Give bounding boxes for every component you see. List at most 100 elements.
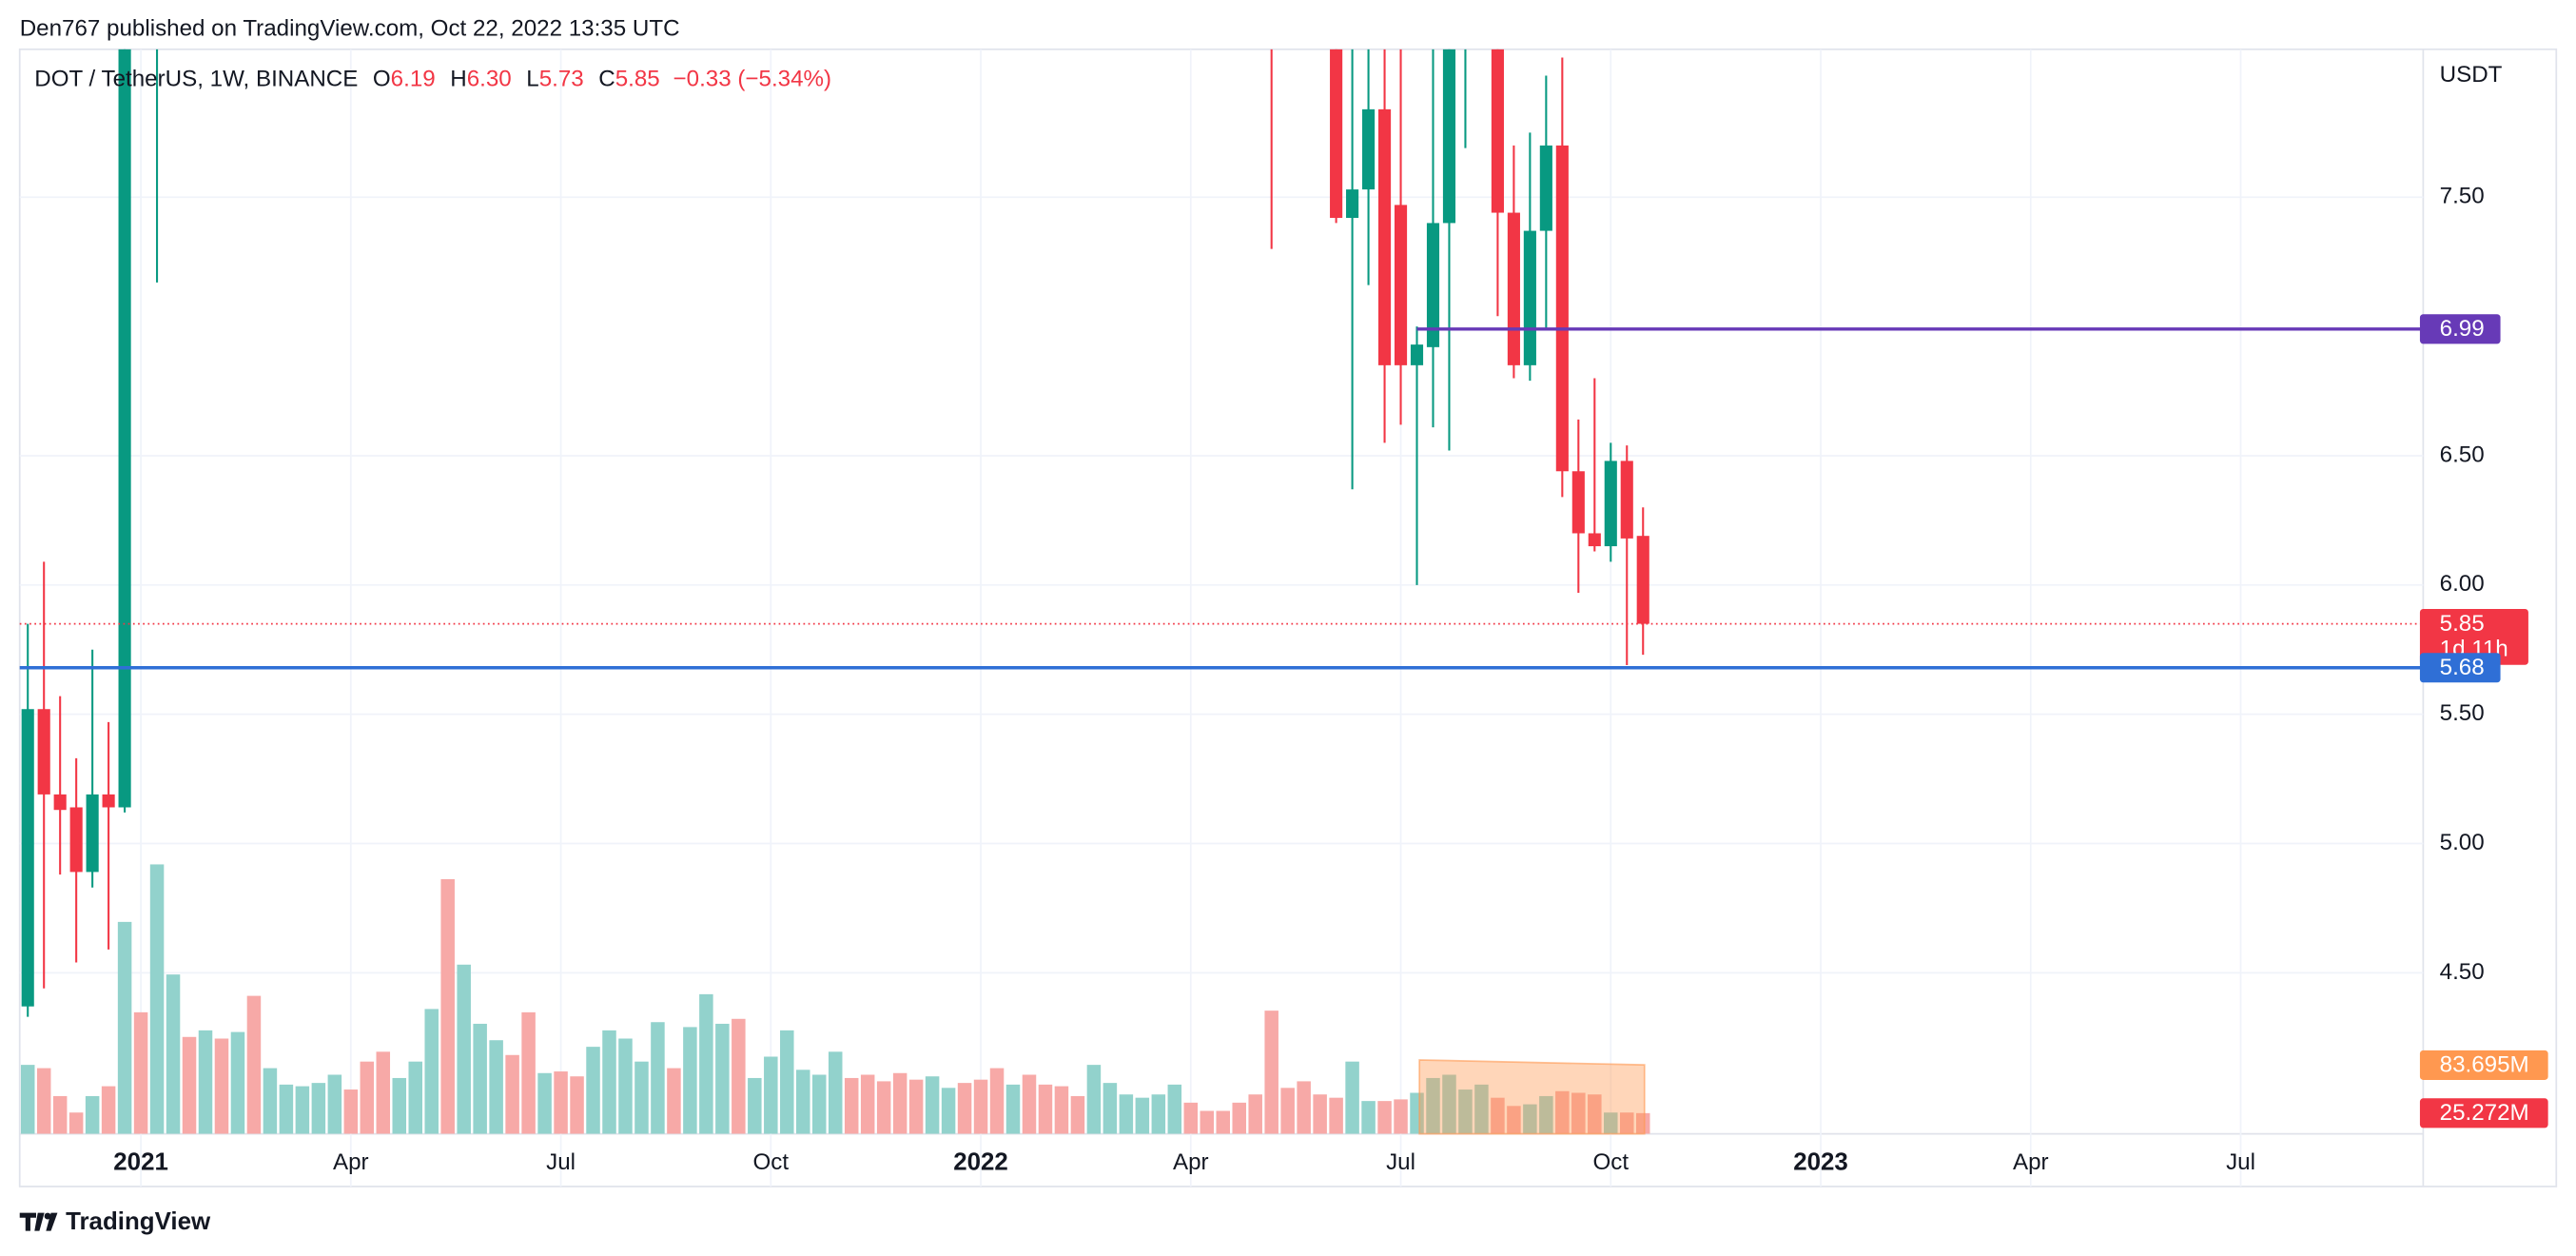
axis-unit: USDT (2440, 62, 2503, 88)
volume-bar (941, 1088, 956, 1134)
volume-bar (457, 964, 471, 1134)
volume-bar (860, 1074, 875, 1134)
candle-body (1620, 461, 1633, 539)
volume-bar (892, 1072, 907, 1134)
volume-bar (1571, 1092, 1586, 1134)
candle-body (1523, 230, 1536, 365)
volume-label: 83.695M (2440, 1052, 2529, 1078)
volume-bar (295, 1086, 310, 1134)
volume-bar (166, 974, 181, 1134)
volume-bar (52, 1095, 68, 1134)
volume-bar (1119, 1094, 1134, 1134)
candle-body (1507, 212, 1520, 365)
volume-bar (1442, 1074, 1456, 1134)
volume-bar (1200, 1110, 1215, 1134)
y-tick-label: 5.00 (2440, 830, 2485, 855)
volume-bar (1588, 1094, 1602, 1134)
volume-bar (1313, 1094, 1327, 1134)
grid (19, 49, 2424, 1187)
volume-bar (925, 1076, 940, 1134)
volume-bar (1022, 1074, 1037, 1134)
volume-bar (602, 1030, 616, 1134)
volume-bar (1135, 1097, 1150, 1134)
candle-body (69, 807, 83, 873)
volume-bar (1297, 1081, 1311, 1134)
x-tick-label: 2021 (113, 1149, 168, 1176)
volume-bar (327, 1074, 342, 1134)
candle-body (1377, 108, 1392, 365)
candle-body (1442, 49, 1456, 224)
volume-bar (683, 1027, 697, 1134)
candle-body (1604, 461, 1617, 547)
x-tick-label: Apr (2013, 1149, 2049, 1175)
volume-bar (1280, 1088, 1295, 1134)
volume-bar (230, 1031, 245, 1134)
volume-bar (68, 1112, 84, 1134)
volume-bar (505, 1054, 519, 1134)
legend-key: H (450, 67, 466, 92)
volume-bar (780, 1030, 794, 1134)
volume-bar (343, 1089, 359, 1134)
volume-bar (1005, 1084, 1021, 1134)
volume-bar (876, 1081, 891, 1134)
volume-bar (1151, 1094, 1166, 1134)
volume-bar (957, 1083, 972, 1134)
volume-bar (182, 1036, 197, 1134)
volume-bar (36, 1068, 51, 1134)
volume-tag (2419, 1098, 2548, 1128)
candle-body (37, 709, 50, 795)
volume-bar (214, 1038, 229, 1134)
volume-tag (2419, 1050, 2548, 1080)
legend-value: 5.73 (539, 67, 584, 92)
volume-bar (489, 1040, 503, 1134)
volume-bars (20, 864, 1650, 1134)
volume-bar (667, 1068, 681, 1134)
x-tick-label: 2023 (1793, 1149, 1848, 1176)
header: Den767 published on TradingView.com, Oct… (20, 15, 680, 41)
x-tick-label: Oct (753, 1149, 790, 1175)
candle-body (1555, 145, 1569, 472)
volume-bar (764, 1056, 778, 1134)
volume-bar (1377, 1101, 1392, 1134)
volume-bar (1248, 1094, 1262, 1134)
price-line-label: 6.99 (2440, 316, 2485, 342)
volume-label: 25.272M (2440, 1100, 2529, 1126)
volume-bar (586, 1047, 600, 1134)
candle-body (1588, 533, 1601, 547)
volume-bar (570, 1076, 584, 1134)
volume-bar (1345, 1061, 1359, 1134)
volume-bar (1264, 1011, 1278, 1134)
volume-bar (440, 878, 455, 1134)
volume-bar (1361, 1101, 1376, 1134)
legend-value: 6.19 (391, 67, 436, 92)
volume-bar (408, 1061, 422, 1134)
legend: DOT / TetherUS, 1W, BINANCE O6.19 H6.30 L5.… (34, 67, 831, 92)
volume-bar (311, 1083, 326, 1134)
y-tick-label: 6.50 (2440, 442, 2485, 467)
volume-bar (424, 1009, 439, 1134)
volume-bar (149, 864, 165, 1134)
y-tick-label: 6.00 (2440, 571, 2485, 597)
candle-body (1394, 205, 1408, 365)
x-tick-label: 2022 (953, 1149, 1008, 1176)
candle-body (1362, 108, 1376, 190)
candle-body (53, 794, 67, 811)
price-line-label: 5.68 (2440, 655, 2485, 680)
x-tick-label: Oct (1592, 1149, 1629, 1175)
volume-bar (198, 1030, 213, 1134)
volume-bar (634, 1061, 649, 1134)
volume-bar (376, 1051, 391, 1134)
volume-bar (1539, 1095, 1553, 1134)
volume-bar (1070, 1095, 1085, 1134)
last-price-tag (2419, 609, 2528, 665)
price-line-tag (2419, 653, 2501, 683)
volume-bar (1167, 1084, 1182, 1134)
volume-bar (1216, 1110, 1231, 1134)
frame (18, 48, 2558, 1187)
legend-change: −0.33 (−5.34%) (673, 67, 832, 92)
volume-bar (1232, 1102, 1246, 1134)
volume-bar (651, 1022, 665, 1134)
candle-body (1426, 223, 1440, 347)
volume-bar (20, 1065, 35, 1134)
